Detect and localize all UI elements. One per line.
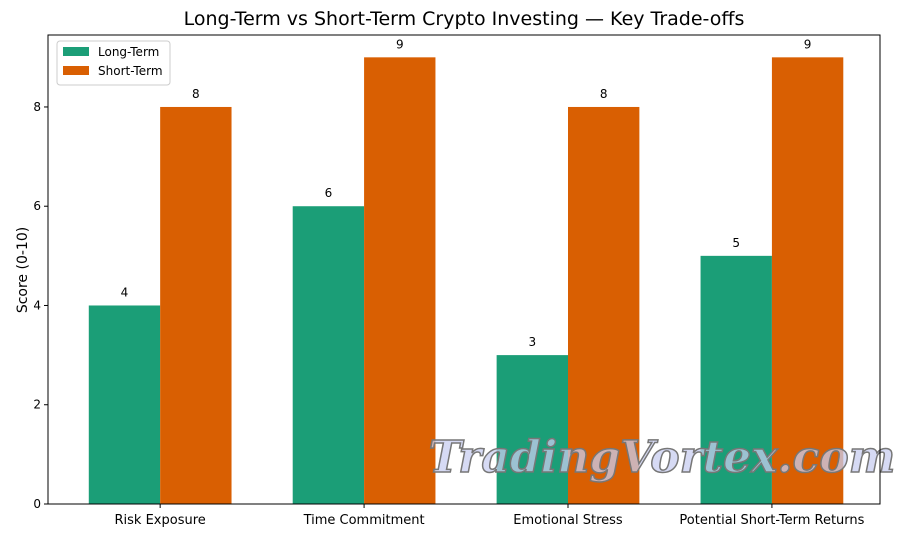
y-tick-label: 0 xyxy=(33,497,41,511)
bar-short-term xyxy=(771,57,844,504)
bar-short-term xyxy=(364,57,436,504)
bar-long-term xyxy=(292,206,365,504)
legend-swatch-short-term xyxy=(63,66,89,75)
x-tick-label: Time Commitment xyxy=(303,513,425,528)
bar-long-term xyxy=(88,305,161,504)
y-tick-label: 8 xyxy=(33,100,41,114)
data-label: 3 xyxy=(528,335,536,349)
y-tick-label: 4 xyxy=(33,298,41,312)
data-label: 8 xyxy=(600,87,608,101)
data-label: 9 xyxy=(804,37,812,51)
bar-short-term xyxy=(568,106,640,505)
data-label: 6 xyxy=(325,186,333,200)
chart-title: Long-Term vs Short-Term Crypto Investing… xyxy=(184,8,745,30)
legend: Long-Term Short-Term xyxy=(56,40,171,86)
data-label: 9 xyxy=(396,37,404,51)
bar-short-term xyxy=(160,106,232,505)
x-tick-label: Emotional Stress xyxy=(513,513,623,528)
data-label: 4 xyxy=(121,285,129,299)
x-tick-label: Potential Short-Term Returns xyxy=(679,513,864,528)
x-tick-label: Risk Exposure xyxy=(115,513,206,528)
watermark-logo: TradingVortex.com xyxy=(429,432,896,483)
y-tick-label: 6 xyxy=(33,199,41,213)
bar-long-term xyxy=(700,255,772,504)
y-tick-label: 2 xyxy=(33,398,41,412)
legend-swatch-long-term xyxy=(63,47,89,56)
legend-label-long-term: Long-Term xyxy=(98,45,159,59)
bar-long-term xyxy=(496,355,568,504)
data-label: 8 xyxy=(192,87,200,101)
legend-label-short-term: Short-Term xyxy=(98,64,163,78)
plot-frame xyxy=(47,34,881,505)
y-axis-label: Score (0-10) xyxy=(15,227,31,313)
data-label: 5 xyxy=(732,236,740,250)
